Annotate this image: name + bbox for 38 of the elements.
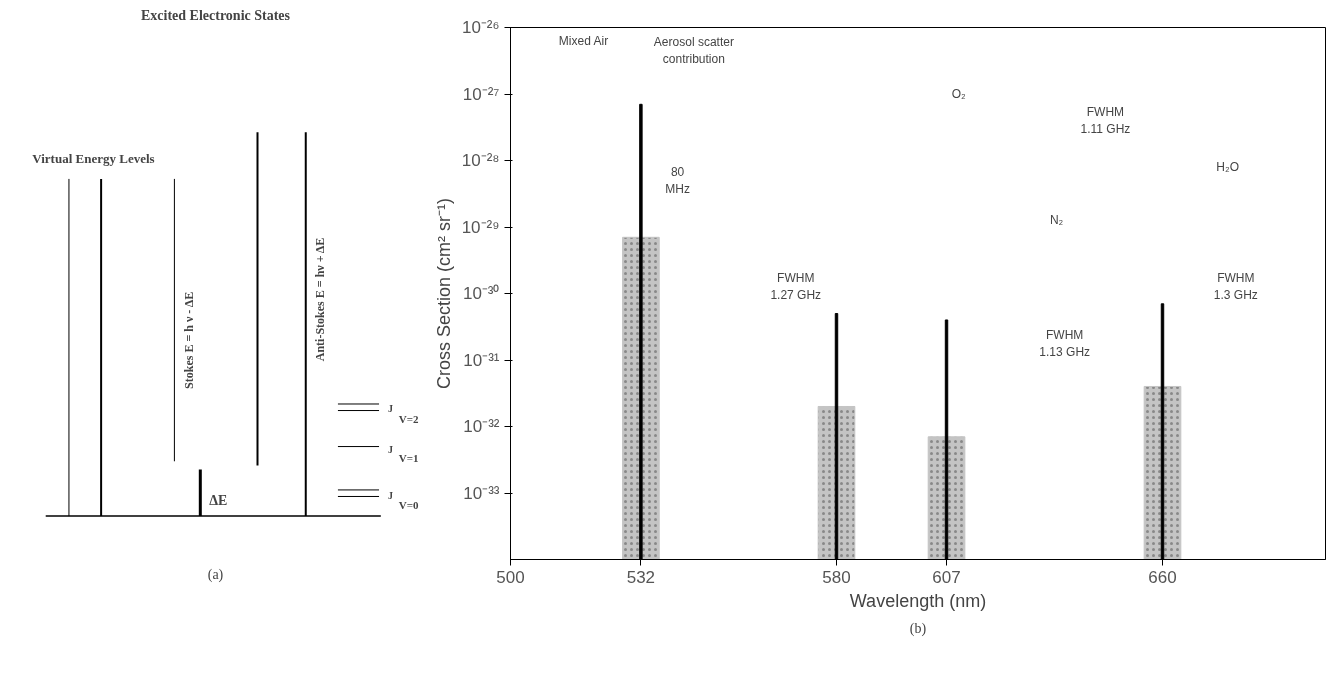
y-tick-label: 10⁻²⁷ (462, 84, 500, 104)
x-tick-label: 660 (1148, 567, 1177, 587)
x-tick-label: 607 (932, 567, 961, 587)
x-axis-title: Wavelength (nm) (849, 590, 987, 611)
text: Anti-Stokes E = hν + ΔE (313, 237, 328, 362)
y-axis-title: Cross Section (cm² sr⁻¹) (433, 197, 454, 389)
text: (b) (909, 620, 927, 637)
y-tick-label: 10⁻²⁹ (461, 217, 500, 237)
y-tick-label: 10⁻²⁶ (461, 18, 500, 37)
annotation: Aerosol scatter contribution (653, 35, 734, 67)
annotation: FWHM 1.27 GHz (770, 271, 822, 303)
y-tick-label: 10⁻³¹ (463, 350, 500, 370)
text: J (387, 490, 393, 502)
text: Virtual Energy Levels (32, 150, 155, 166)
text: J (387, 403, 393, 415)
x-tick-label: 580 (822, 567, 851, 587)
x-tick-label: 532 (626, 567, 656, 587)
annotation: 80 MHz (665, 165, 690, 196)
text: J (387, 443, 393, 455)
annotation: H₂O (1216, 160, 1240, 175)
text: Excited Electronic States (140, 7, 291, 23)
annotation: FWHM 1.3 GHz (1213, 271, 1258, 303)
annotation: FWHM 1.11 GHz (1080, 105, 1131, 136)
y-tick-label: 10⁻²⁸ (461, 151, 500, 170)
text: ΔE (209, 493, 228, 509)
y-tick-label: 10⁻³² (463, 417, 500, 436)
y-tick-label: 10⁻³⁰ (462, 284, 500, 303)
text: V=2 (398, 412, 419, 425)
text: (a) (207, 566, 224, 583)
annotation: N₂ (1049, 213, 1064, 228)
x-tick-label: 500 (496, 567, 525, 587)
y-tick-label: 10⁻³³ (463, 483, 500, 503)
text: Stokes E = h ν - ΔE (181, 291, 196, 389)
text: V=1 (398, 452, 419, 465)
text: V=0 (398, 499, 419, 512)
annotation: Mixed Air (558, 33, 609, 48)
annotation: FWHM 1.13 GHz (1039, 327, 1091, 359)
annotation: O₂ (951, 87, 967, 101)
